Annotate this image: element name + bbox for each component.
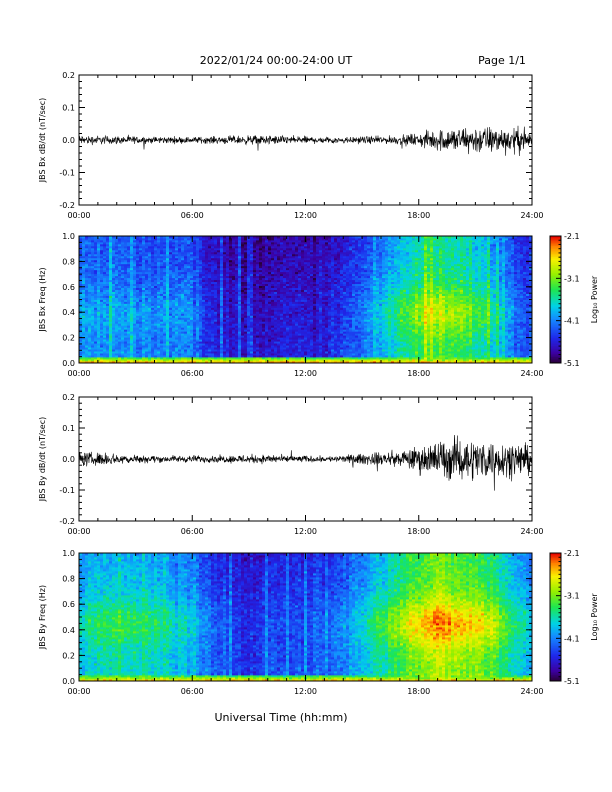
panel-bx-spectrogram: 00:00 06:00 12:00 18:00 24:000.00.20.40.60.8… [38, 232, 599, 378]
spectrogram-cells [79, 236, 532, 363]
y-tick-label: -0.1 [59, 169, 75, 178]
y-tick-label: 0.0 [62, 136, 75, 145]
x-tick-label: 12:00 [294, 211, 317, 220]
x-tick-label: 24:00 [520, 211, 543, 220]
x-tick-label: 06:00 [181, 211, 204, 220]
y-tick-label: 0.1 [62, 104, 75, 113]
y-axis-label: JBS Bx dB/dt (nT/sec) [38, 98, 47, 184]
x-tick-label: 00:00 [67, 211, 90, 220]
dbdt-series-line [79, 126, 532, 156]
page-indicator: Page 1/1 [478, 54, 526, 67]
x-tick-label: 18:00 [407, 211, 430, 220]
y-tick-label: -0.2 [59, 201, 75, 210]
plot-title: 2022/01/24 00:00-24:00 UT [200, 54, 353, 67]
y-tick-label: 0.2 [62, 71, 75, 80]
panel-bx-dbdt: 00:00 06:00 12:00 18:00 24:00 -0.2 -0.1 0.0 0.1 0… [38, 71, 544, 220]
